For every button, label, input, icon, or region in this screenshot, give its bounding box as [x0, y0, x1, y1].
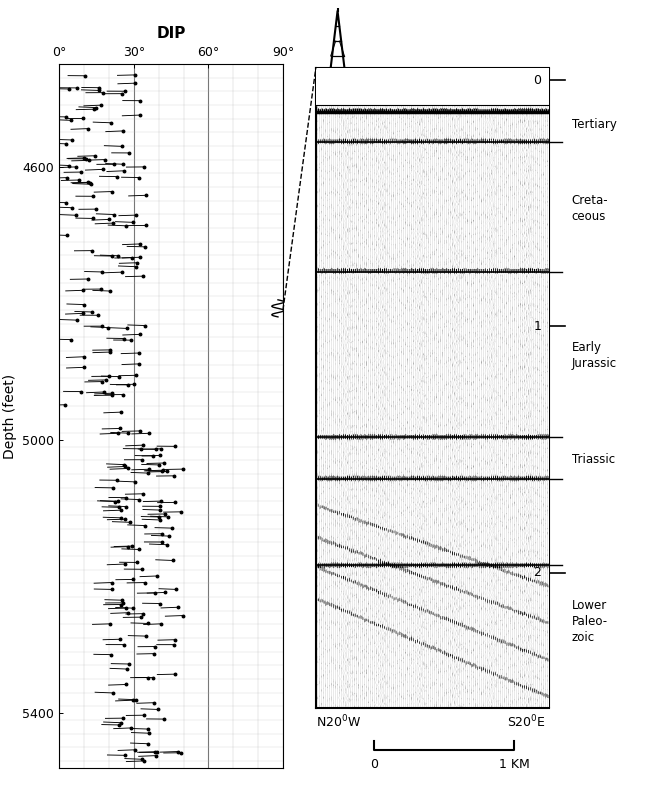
- Text: S20$^0$E: S20$^0$E: [507, 714, 546, 730]
- Y-axis label: Depth (feet): Depth (feet): [3, 374, 17, 458]
- X-axis label: DIP: DIP: [157, 26, 186, 41]
- Text: 1 KM: 1 KM: [499, 758, 530, 771]
- Text: Early
Jurassic: Early Jurassic: [572, 342, 617, 370]
- Text: 0: 0: [370, 758, 378, 771]
- Text: Lower
Paleo-
zoic: Lower Paleo- zoic: [572, 599, 608, 644]
- Text: Triassic: Triassic: [572, 453, 615, 466]
- Text: 1: 1: [534, 320, 542, 333]
- Text: 0: 0: [533, 74, 542, 87]
- Text: N20$^0$W: N20$^0$W: [316, 714, 361, 730]
- Text: Tertiary: Tertiary: [572, 118, 617, 131]
- Text: 2: 2: [534, 566, 542, 579]
- Text: Creta-
ceous: Creta- ceous: [572, 194, 609, 223]
